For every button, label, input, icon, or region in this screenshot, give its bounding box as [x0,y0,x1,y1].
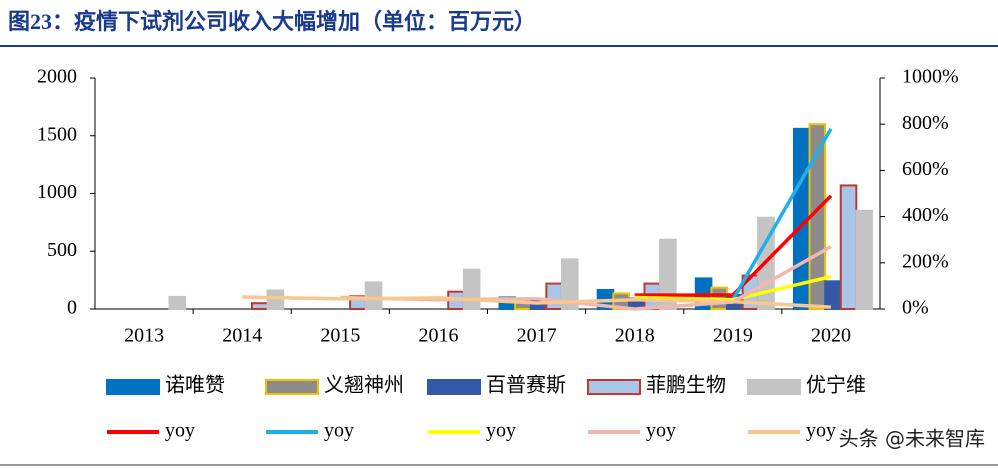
legend-label: 优宁维 [806,374,866,397]
x-tick-label: 2013 [124,325,164,347]
x-tick-label: 2020 [811,325,851,347]
bar [839,184,858,310]
y2-tick-label: 400% [902,204,949,226]
x-tick-label: 2016 [418,325,458,347]
y2-tick-label: 600% [902,158,949,180]
line [242,295,832,309]
x-tick-label: 2017 [517,325,557,347]
y2-tick-label: 200% [902,250,949,272]
legend-swatch [587,379,641,395]
line [634,274,832,302]
y-tick-label: 1000 [37,181,77,203]
bar [659,238,677,310]
x-tick-label: 2018 [615,325,655,347]
legend-label: 诺唯赞 [165,374,225,397]
watermark: 头条 @未来智库 [839,427,985,451]
bar [266,289,285,310]
legend-label: yoy [486,420,516,442]
legend-swatch [747,379,801,395]
y-tick-label: 2000 [37,66,77,88]
bar [855,209,873,310]
y-tick-label: 500 [47,239,77,261]
chart-title: 图23：疫情下试剂公司收入大幅增加（单位：百万元） [8,9,536,34]
bar [545,282,563,310]
legend-label: yoy [165,420,195,442]
x-tick-label: 2014 [222,325,262,347]
legend-label: yoy [646,420,676,442]
bar [168,295,187,310]
legend-label: 百普赛斯 [486,374,566,397]
legend-label: yoy [806,420,836,442]
y2-tick-label: 800% [902,112,949,134]
legend-swatch [265,379,319,395]
y2-tick-label: 0% [902,297,929,319]
y2-tick-label: 1000% [902,66,959,88]
x-tick-label: 2015 [320,325,360,347]
bar [364,281,383,310]
y-tick-label: 1500 [37,123,77,145]
bar [824,280,842,310]
legend-swatch [106,379,160,395]
bar [250,302,269,311]
legend-label: 义翘神州 [324,374,404,397]
bar [560,258,579,310]
line [731,127,833,301]
legend-label: yoy [324,420,354,442]
legend-label: 菲鹏生物 [646,374,726,397]
legend-swatch [427,379,481,395]
line [634,194,833,297]
y-tick-label: 0 [67,297,77,319]
x-tick-label: 2019 [713,325,753,347]
bar [462,268,481,311]
